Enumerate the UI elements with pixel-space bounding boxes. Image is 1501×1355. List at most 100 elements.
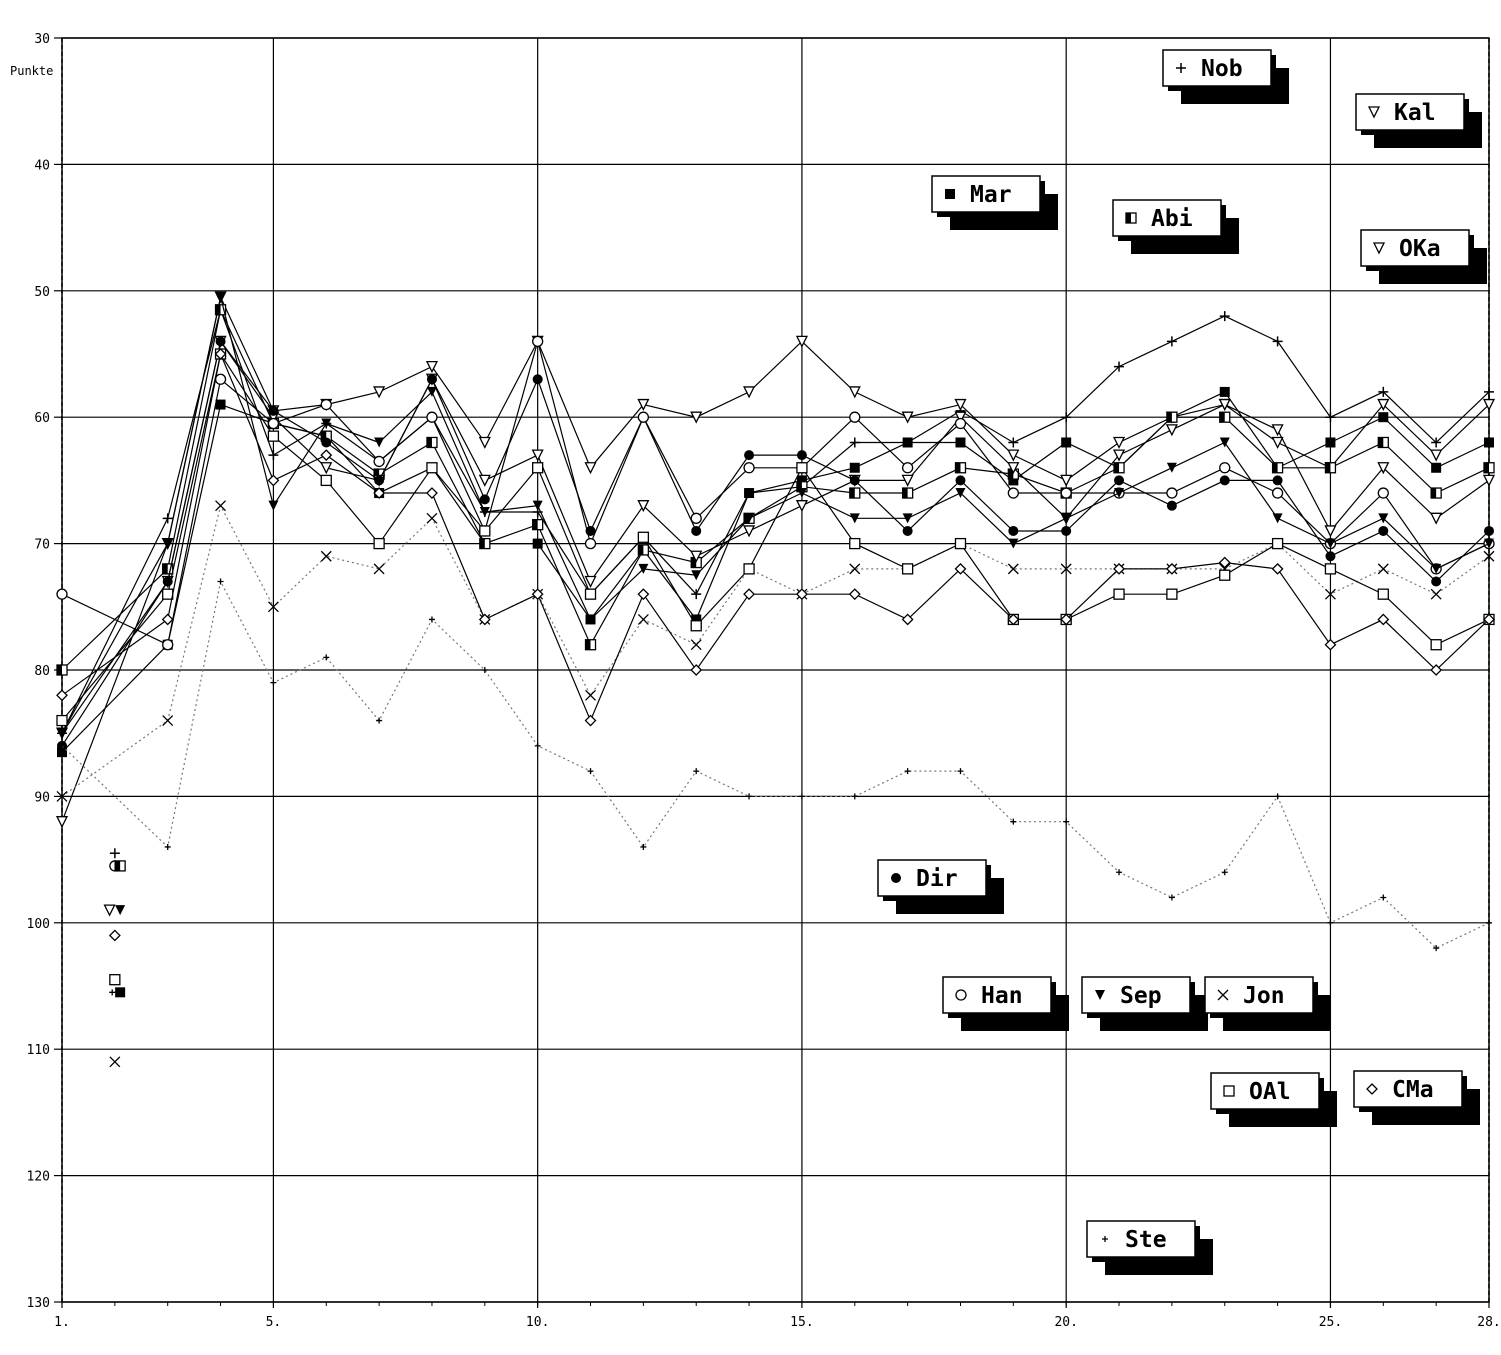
point-oal: [1166, 588, 1178, 600]
point-dir: [268, 405, 279, 416]
point-cma: [637, 588, 650, 601]
point-han: [1271, 487, 1284, 499]
point-cma: [1271, 562, 1284, 575]
point-nob: [162, 513, 173, 524]
point-dir: [902, 525, 913, 536]
stray-point: [109, 848, 120, 859]
point-han: [743, 462, 755, 474]
point-oka: [584, 575, 597, 588]
point-sep: [796, 488, 807, 499]
legend-box: [1355, 93, 1465, 131]
point-mar: [902, 437, 913, 448]
point-ste: [1274, 793, 1281, 800]
point-ste: [164, 843, 171, 850]
point-kal: [901, 411, 914, 424]
point-jon: [1324, 588, 1336, 600]
point-abi: [901, 487, 914, 499]
point-cma: [743, 588, 755, 601]
point-abi: [479, 537, 491, 550]
point-oal: [1219, 569, 1231, 581]
point-mar: [796, 475, 807, 486]
point-han: [690, 512, 702, 524]
y-tick-label: 50: [34, 285, 50, 300]
stray-point: [115, 987, 126, 998]
x-tick-label: 28.: [1477, 1315, 1500, 1330]
point-sep: [321, 418, 332, 429]
point-han: [1166, 487, 1178, 499]
point-abi-fill: [1325, 462, 1331, 473]
x-tick-label: 1.: [54, 1315, 70, 1330]
point-cma: [1324, 638, 1337, 651]
point-sep: [1431, 563, 1442, 574]
legend-item-dir: Dir: [877, 859, 1004, 914]
point-ste: [217, 578, 224, 585]
point-han: [267, 417, 280, 430]
point-abi: [954, 462, 967, 474]
point-abi-fill: [532, 519, 538, 530]
point-kal: [478, 436, 491, 449]
point-oka: [1324, 525, 1337, 538]
point-nob: [1219, 311, 1230, 322]
point-jon: [1377, 563, 1389, 575]
point-han: [637, 411, 650, 423]
point-cma: [1218, 556, 1231, 569]
point-abi-fill: [426, 437, 432, 448]
series-line-ste: [61, 579, 1490, 949]
series-oka: [55, 335, 1496, 740]
point-nob: [849, 437, 860, 448]
point-oal: [479, 525, 491, 537]
point-cma: [478, 613, 491, 626]
point-abi: [1324, 462, 1337, 474]
point-ste: [851, 793, 858, 800]
series-layer: [55, 291, 1496, 1068]
point-ste: [270, 679, 277, 686]
point-cma: [373, 487, 386, 499]
x-tick-label: 10.: [526, 1315, 549, 1330]
point-han: [954, 417, 967, 430]
legend-marker: [955, 989, 967, 1001]
point-sep: [1325, 538, 1336, 549]
point-nob: [1484, 386, 1494, 397]
point-han: [426, 411, 438, 423]
point-oal: [584, 588, 597, 600]
point-oal: [796, 462, 808, 474]
point-jon: [267, 601, 279, 613]
point-dir: [532, 374, 543, 385]
point-ste: [428, 616, 435, 623]
point-oal: [162, 588, 174, 600]
point-oal: [426, 462, 438, 474]
point-ste: [1433, 945, 1440, 952]
point-sep: [1272, 513, 1283, 524]
point-cma: [1113, 562, 1125, 575]
point-kal: [637, 398, 650, 412]
point-abi-fill: [479, 538, 485, 549]
point-jon: [162, 715, 174, 727]
point-mar: [955, 437, 966, 448]
point-han: [1219, 462, 1231, 474]
point-abi-fill: [691, 557, 697, 568]
legend-item-ste: Ste: [1086, 1220, 1213, 1275]
axis-layer: Punkte 30 40 50 60 70 80 90 100 110 120 130 1. 5. 10.…: [10, 32, 1501, 1330]
legend-label: Jon: [1243, 983, 1285, 1009]
point-oal: [1430, 639, 1442, 651]
point-ste: [1168, 894, 1175, 901]
point-cma: [531, 588, 544, 601]
y-tick-label: 90: [34, 790, 50, 805]
legend-marker: [1217, 989, 1229, 1001]
point-oal: [849, 537, 861, 550]
series-kal: [55, 291, 1496, 829]
point-oka: [637, 500, 650, 513]
legend-marker: [1367, 106, 1381, 119]
point-mar: [532, 538, 543, 549]
point-ste: [1327, 919, 1334, 926]
point-cma: [1165, 562, 1178, 575]
point-sep: [426, 386, 437, 397]
point-sep: [902, 513, 913, 524]
point-mar: [1008, 475, 1019, 486]
point-cma: [848, 588, 861, 601]
point-ste: [640, 843, 647, 850]
stray-point: [114, 860, 126, 872]
point-han: [373, 455, 385, 468]
legend-label: Kal: [1394, 100, 1436, 126]
